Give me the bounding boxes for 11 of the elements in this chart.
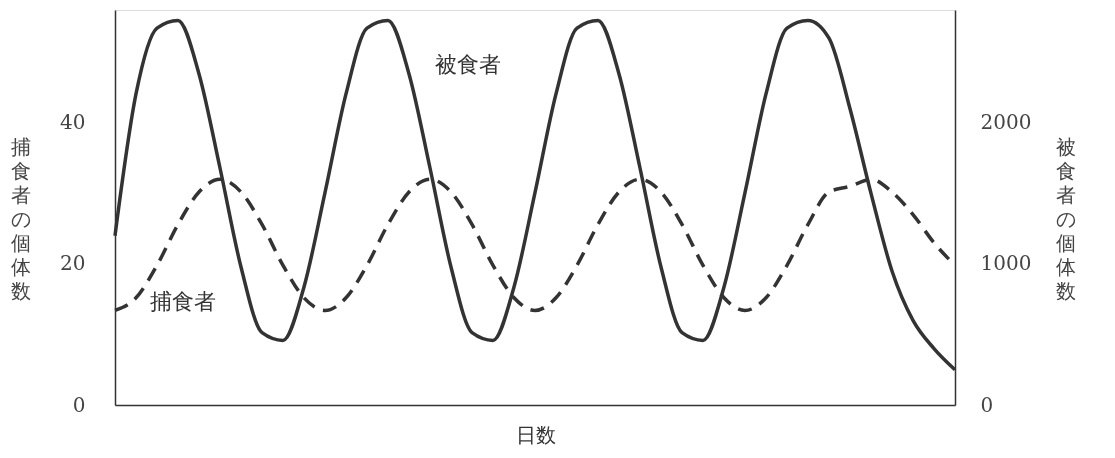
series-label: 捕食者 [150,289,216,314]
y2-axis-title: 被食者の個体数 [1055,135,1076,303]
y-tick-label: 0 [72,392,86,417]
y2-tick-label: 2000 [980,110,1032,135]
y-axis-title: 捕食者の個体数 [10,135,31,303]
y-tick-label: 40 [60,110,86,135]
series-label: 被食者 [435,52,501,77]
y2-tick-label: 0 [980,392,994,417]
y-tick-label: 20 [60,251,86,276]
y2-tick-label: 1000 [980,251,1032,276]
x-axis-title: 日数 [515,422,556,447]
